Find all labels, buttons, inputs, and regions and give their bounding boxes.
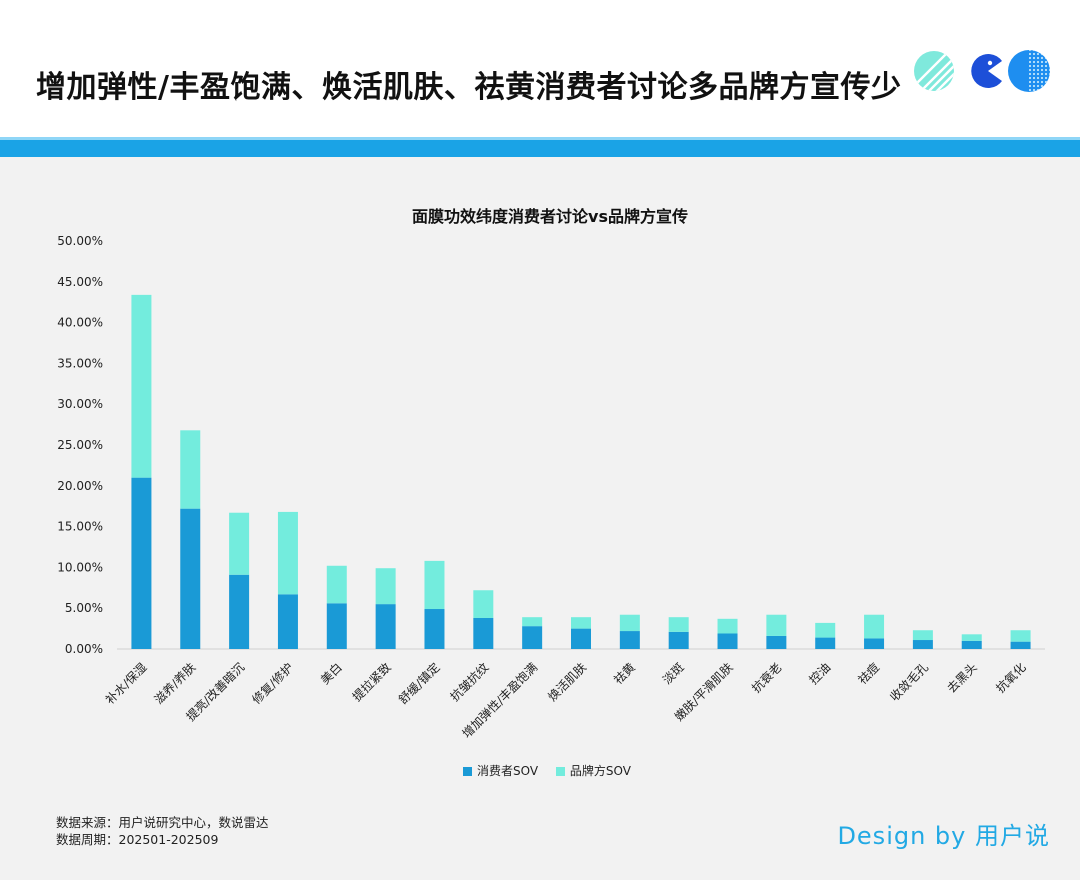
bar-brand-sov: [961, 634, 982, 641]
bar-consumer-sov: [473, 617, 494, 649]
bar-consumer-sov: [229, 574, 250, 649]
bar-consumer-sov: [375, 604, 396, 649]
x-tick-label: 收敛毛孔: [886, 660, 931, 705]
bar-consumer-sov: [961, 640, 982, 649]
x-tick-label: 滋养/养肤: [151, 660, 198, 707]
bar-brand-sov: [668, 617, 689, 632]
y-tick-label: 40.00%: [57, 316, 103, 330]
y-tick-label: 20.00%: [57, 479, 103, 493]
header: 增加弹性/丰盈饱满、焕活肌肤、祛黄消费者讨论多品牌方宣传少: [0, 0, 1080, 140]
y-tick-label: 30.00%: [57, 397, 103, 411]
y-tick-label: 35.00%: [57, 356, 103, 370]
bar-brand-sov: [864, 614, 885, 639]
footer-notes: 数据来源：用户说研究中心，数说雷达 数据周期：202501-202509: [56, 814, 269, 848]
legend-swatch-brand: [555, 767, 565, 776]
bar-brand-sov: [619, 614, 640, 632]
bar-consumer-sov: [571, 628, 591, 649]
x-tick-label: 抗皱抗纹: [447, 660, 492, 705]
bar-consumer-sov: [717, 633, 738, 649]
y-tick-label: 45.00%: [57, 275, 103, 289]
design-credit: Design by 用户说: [837, 822, 1050, 850]
bar-consumer-sov: [766, 635, 787, 649]
bar-consumer-sov: [864, 638, 885, 649]
y-tick-label: 25.00%: [57, 438, 103, 452]
bar-consumer-sov: [131, 477, 152, 649]
bar-brand-sov: [277, 511, 298, 595]
bar-brand-sov: [229, 512, 250, 575]
legend-label-brand: 品牌方SOV: [569, 764, 631, 778]
bar-brand-sov: [131, 294, 152, 478]
y-tick-label: 50.00%: [57, 234, 103, 248]
legend-item-consumer: 消费者SOV: [463, 762, 538, 779]
x-tick-label: 舒缓/镇定: [395, 660, 442, 707]
chart-legend: 消费者SOV 品牌方SOV: [463, 762, 645, 779]
bar-brand-sov: [326, 565, 347, 604]
bar-brand-sov: [424, 560, 445, 610]
brand-logo: [914, 50, 1050, 92]
x-tick-label: 祛痘: [855, 660, 883, 688]
chart-title: 面膜功效纬度消费者讨论vs品牌方宣传: [412, 207, 688, 226]
bar-consumer-sov: [668, 631, 689, 649]
bar-brand-sov: [522, 617, 543, 627]
x-tick-label: 美白: [317, 660, 345, 688]
y-tick-label: 0.00%: [65, 642, 103, 656]
bar-brand-sov: [717, 618, 738, 634]
x-tick-label: 控油: [806, 660, 833, 687]
bar-brand-sov: [473, 590, 494, 618]
bar-consumer-sov: [424, 609, 445, 649]
bar-consumer-sov: [1010, 641, 1031, 649]
x-tick-label: 焕活肌肤: [545, 660, 590, 705]
data-period: 数据周期：202501-202509: [56, 832, 219, 847]
striped-circle-icon: [914, 51, 954, 91]
bar-brand-sov: [815, 622, 836, 638]
bar-consumer-sov: [619, 631, 640, 649]
bar-consumer-sov: [815, 637, 836, 649]
x-tick-label: 抗衰老: [748, 660, 784, 696]
bar-brand-sov: [180, 430, 201, 509]
legend-label-consumer: 消费者SOV: [477, 764, 539, 778]
x-tick-label: 祛黄: [611, 660, 638, 687]
y-tick-label: 15.00%: [57, 520, 103, 534]
dotted-circle-icon: [1008, 50, 1050, 92]
bar-brand-sov: [912, 630, 933, 641]
stacked-bar-chart: 0.00% 5.00% 10.00% 15.00% 20.00% 25.00% 30.00%…: [57, 234, 1045, 741]
bar-consumer-sov: [326, 603, 347, 649]
accent-band-highlight: [0, 137, 1080, 140]
legend-swatch-consumer: [463, 767, 472, 776]
x-tick-label: 补水/保湿: [102, 660, 149, 707]
y-tick-label: 10.00%: [57, 560, 103, 574]
page-title: 增加弹性/丰盈饱满、焕活肌肤、祛黄消费者讨论多品牌方宣传少: [36, 70, 902, 105]
bar-consumer-sov: [180, 508, 201, 649]
y-tick-label: 5.00%: [65, 601, 103, 615]
accent-band: [0, 137, 1080, 157]
bar-brand-sov: [375, 568, 396, 605]
x-tick-label: 淡斑: [660, 660, 687, 687]
bar-consumer-sov: [522, 626, 543, 649]
pacman-icon: [971, 54, 1002, 88]
bar-consumer-sov: [912, 640, 933, 649]
x-tick-label: 提拉紧致: [349, 660, 394, 705]
legend-item-brand: 品牌方SOV: [555, 762, 631, 779]
bar-brand-sov: [1010, 630, 1031, 642]
x-tick-label: 修复/修护: [249, 660, 296, 707]
bar-brand-sov: [766, 614, 787, 636]
x-tick-label: 去黑头: [944, 660, 979, 695]
data-source: 数据来源：用户说研究中心，数说雷达: [56, 815, 269, 830]
bar-consumer-sov: [277, 594, 298, 649]
x-tick-label: 抗氧化: [993, 660, 1029, 696]
bar-brand-sov: [571, 617, 591, 629]
